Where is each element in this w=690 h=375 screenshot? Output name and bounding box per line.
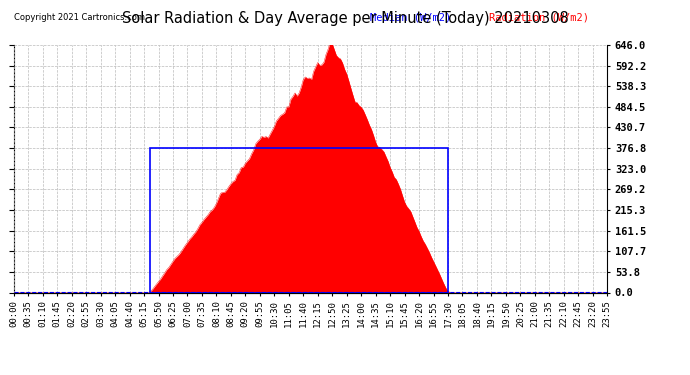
Text: Radiation (W/m2): Radiation (W/m2) <box>489 13 589 23</box>
Text: Median (W/m2): Median (W/m2) <box>370 13 451 23</box>
Bar <box>150 148 448 292</box>
Text: Solar Radiation & Day Average per Minute (Today) 20210308: Solar Radiation & Day Average per Minute… <box>121 11 569 26</box>
Text: Copyright 2021 Cartronics.com: Copyright 2021 Cartronics.com <box>14 13 145 22</box>
